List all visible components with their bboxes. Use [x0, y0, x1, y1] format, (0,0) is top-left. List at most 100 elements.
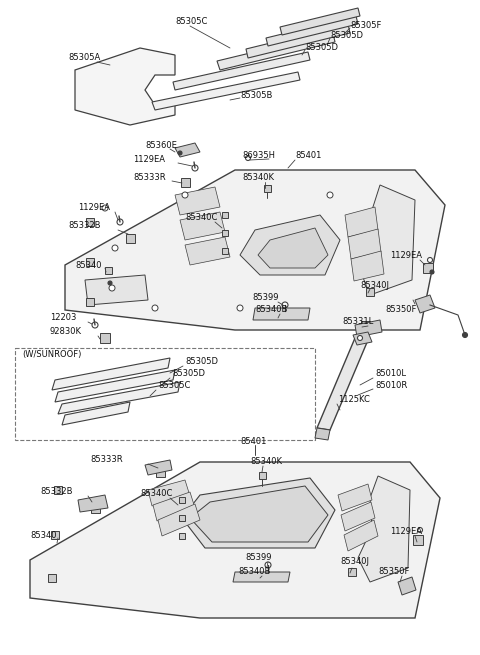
Bar [100, 333, 110, 343]
Circle shape [430, 270, 434, 274]
Bar [179, 533, 185, 539]
Polygon shape [145, 460, 172, 475]
Circle shape [327, 192, 333, 198]
Text: 85340J: 85340J [340, 557, 369, 567]
Circle shape [109, 285, 115, 291]
Polygon shape [360, 185, 415, 295]
Circle shape [237, 305, 243, 311]
Polygon shape [246, 24, 350, 58]
Polygon shape [355, 320, 382, 337]
Bar [125, 233, 134, 242]
Text: 85305F: 85305F [350, 22, 382, 31]
Text: 85332B: 85332B [40, 487, 72, 496]
Circle shape [92, 322, 98, 328]
Bar [48, 574, 56, 582]
Text: 85010L: 85010L [375, 369, 406, 379]
Text: 85399: 85399 [252, 293, 278, 303]
Bar [91, 504, 99, 512]
Circle shape [152, 305, 158, 311]
Circle shape [112, 245, 118, 251]
Text: 1129EA: 1129EA [133, 155, 165, 164]
Text: 85340B: 85340B [238, 567, 270, 576]
Text: 85333R: 85333R [90, 455, 122, 464]
Polygon shape [348, 229, 381, 259]
Polygon shape [78, 495, 108, 512]
Bar [222, 248, 228, 254]
Text: 85305B: 85305B [240, 92, 272, 100]
Polygon shape [240, 215, 340, 275]
Polygon shape [153, 492, 195, 521]
Text: 86935H: 86935H [242, 151, 275, 160]
Polygon shape [315, 428, 330, 440]
Text: 85305A: 85305A [68, 54, 100, 62]
Bar [179, 497, 185, 503]
Bar [423, 263, 433, 273]
Bar [360, 320, 370, 329]
Polygon shape [85, 275, 148, 305]
Polygon shape [415, 295, 435, 313]
Text: 1129EA: 1129EA [390, 252, 422, 261]
Text: 85305D: 85305D [185, 358, 218, 367]
Text: 85305C: 85305C [175, 18, 207, 26]
Polygon shape [152, 72, 300, 110]
Text: 85332B: 85332B [68, 221, 100, 231]
Bar [156, 468, 165, 476]
Bar [179, 515, 185, 521]
Text: 12203: 12203 [50, 314, 76, 322]
Bar [222, 212, 228, 218]
Polygon shape [58, 382, 180, 414]
Circle shape [463, 333, 468, 337]
Polygon shape [180, 212, 225, 240]
Polygon shape [62, 402, 130, 425]
Polygon shape [65, 170, 445, 330]
Circle shape [182, 192, 188, 198]
Text: 85305D: 85305D [330, 31, 363, 41]
Polygon shape [175, 187, 220, 215]
Polygon shape [341, 502, 375, 531]
Polygon shape [30, 462, 440, 618]
Polygon shape [185, 237, 230, 265]
Bar [54, 486, 62, 494]
Polygon shape [253, 308, 310, 320]
Text: 85010R: 85010R [375, 381, 407, 390]
Text: 85340K: 85340K [250, 457, 282, 466]
Text: 1129EA: 1129EA [390, 527, 422, 536]
Circle shape [282, 302, 288, 308]
Bar [348, 568, 356, 576]
Text: (W/SUNROOF): (W/SUNROOF) [22, 350, 82, 360]
Text: 85305D: 85305D [305, 43, 338, 52]
Bar [413, 535, 423, 545]
Text: 85340C: 85340C [140, 489, 172, 498]
Polygon shape [190, 486, 328, 542]
Bar [259, 472, 265, 479]
Text: 92830K: 92830K [50, 328, 82, 337]
Text: 85305C: 85305C [158, 381, 191, 390]
Bar [51, 531, 59, 539]
Polygon shape [55, 370, 175, 402]
Circle shape [117, 219, 123, 225]
Polygon shape [148, 480, 190, 506]
Polygon shape [344, 520, 378, 551]
Circle shape [265, 562, 271, 568]
Bar [105, 267, 111, 274]
Text: 85340K: 85340K [242, 174, 274, 183]
Text: 1129EA: 1129EA [78, 204, 110, 212]
Polygon shape [173, 52, 310, 90]
Polygon shape [317, 338, 368, 430]
Polygon shape [338, 484, 372, 511]
Circle shape [358, 335, 362, 341]
Text: 85340J: 85340J [360, 280, 389, 290]
Polygon shape [258, 228, 328, 268]
Polygon shape [280, 8, 360, 35]
Bar [86, 258, 94, 266]
Text: 85350F: 85350F [385, 305, 416, 314]
Text: 85350F: 85350F [378, 567, 409, 576]
Circle shape [245, 155, 251, 160]
Polygon shape [175, 143, 200, 157]
Bar [264, 185, 271, 191]
Bar [86, 218, 94, 226]
Polygon shape [233, 572, 290, 582]
Circle shape [178, 151, 182, 155]
Text: 85360E: 85360E [145, 141, 177, 149]
Circle shape [108, 281, 112, 285]
